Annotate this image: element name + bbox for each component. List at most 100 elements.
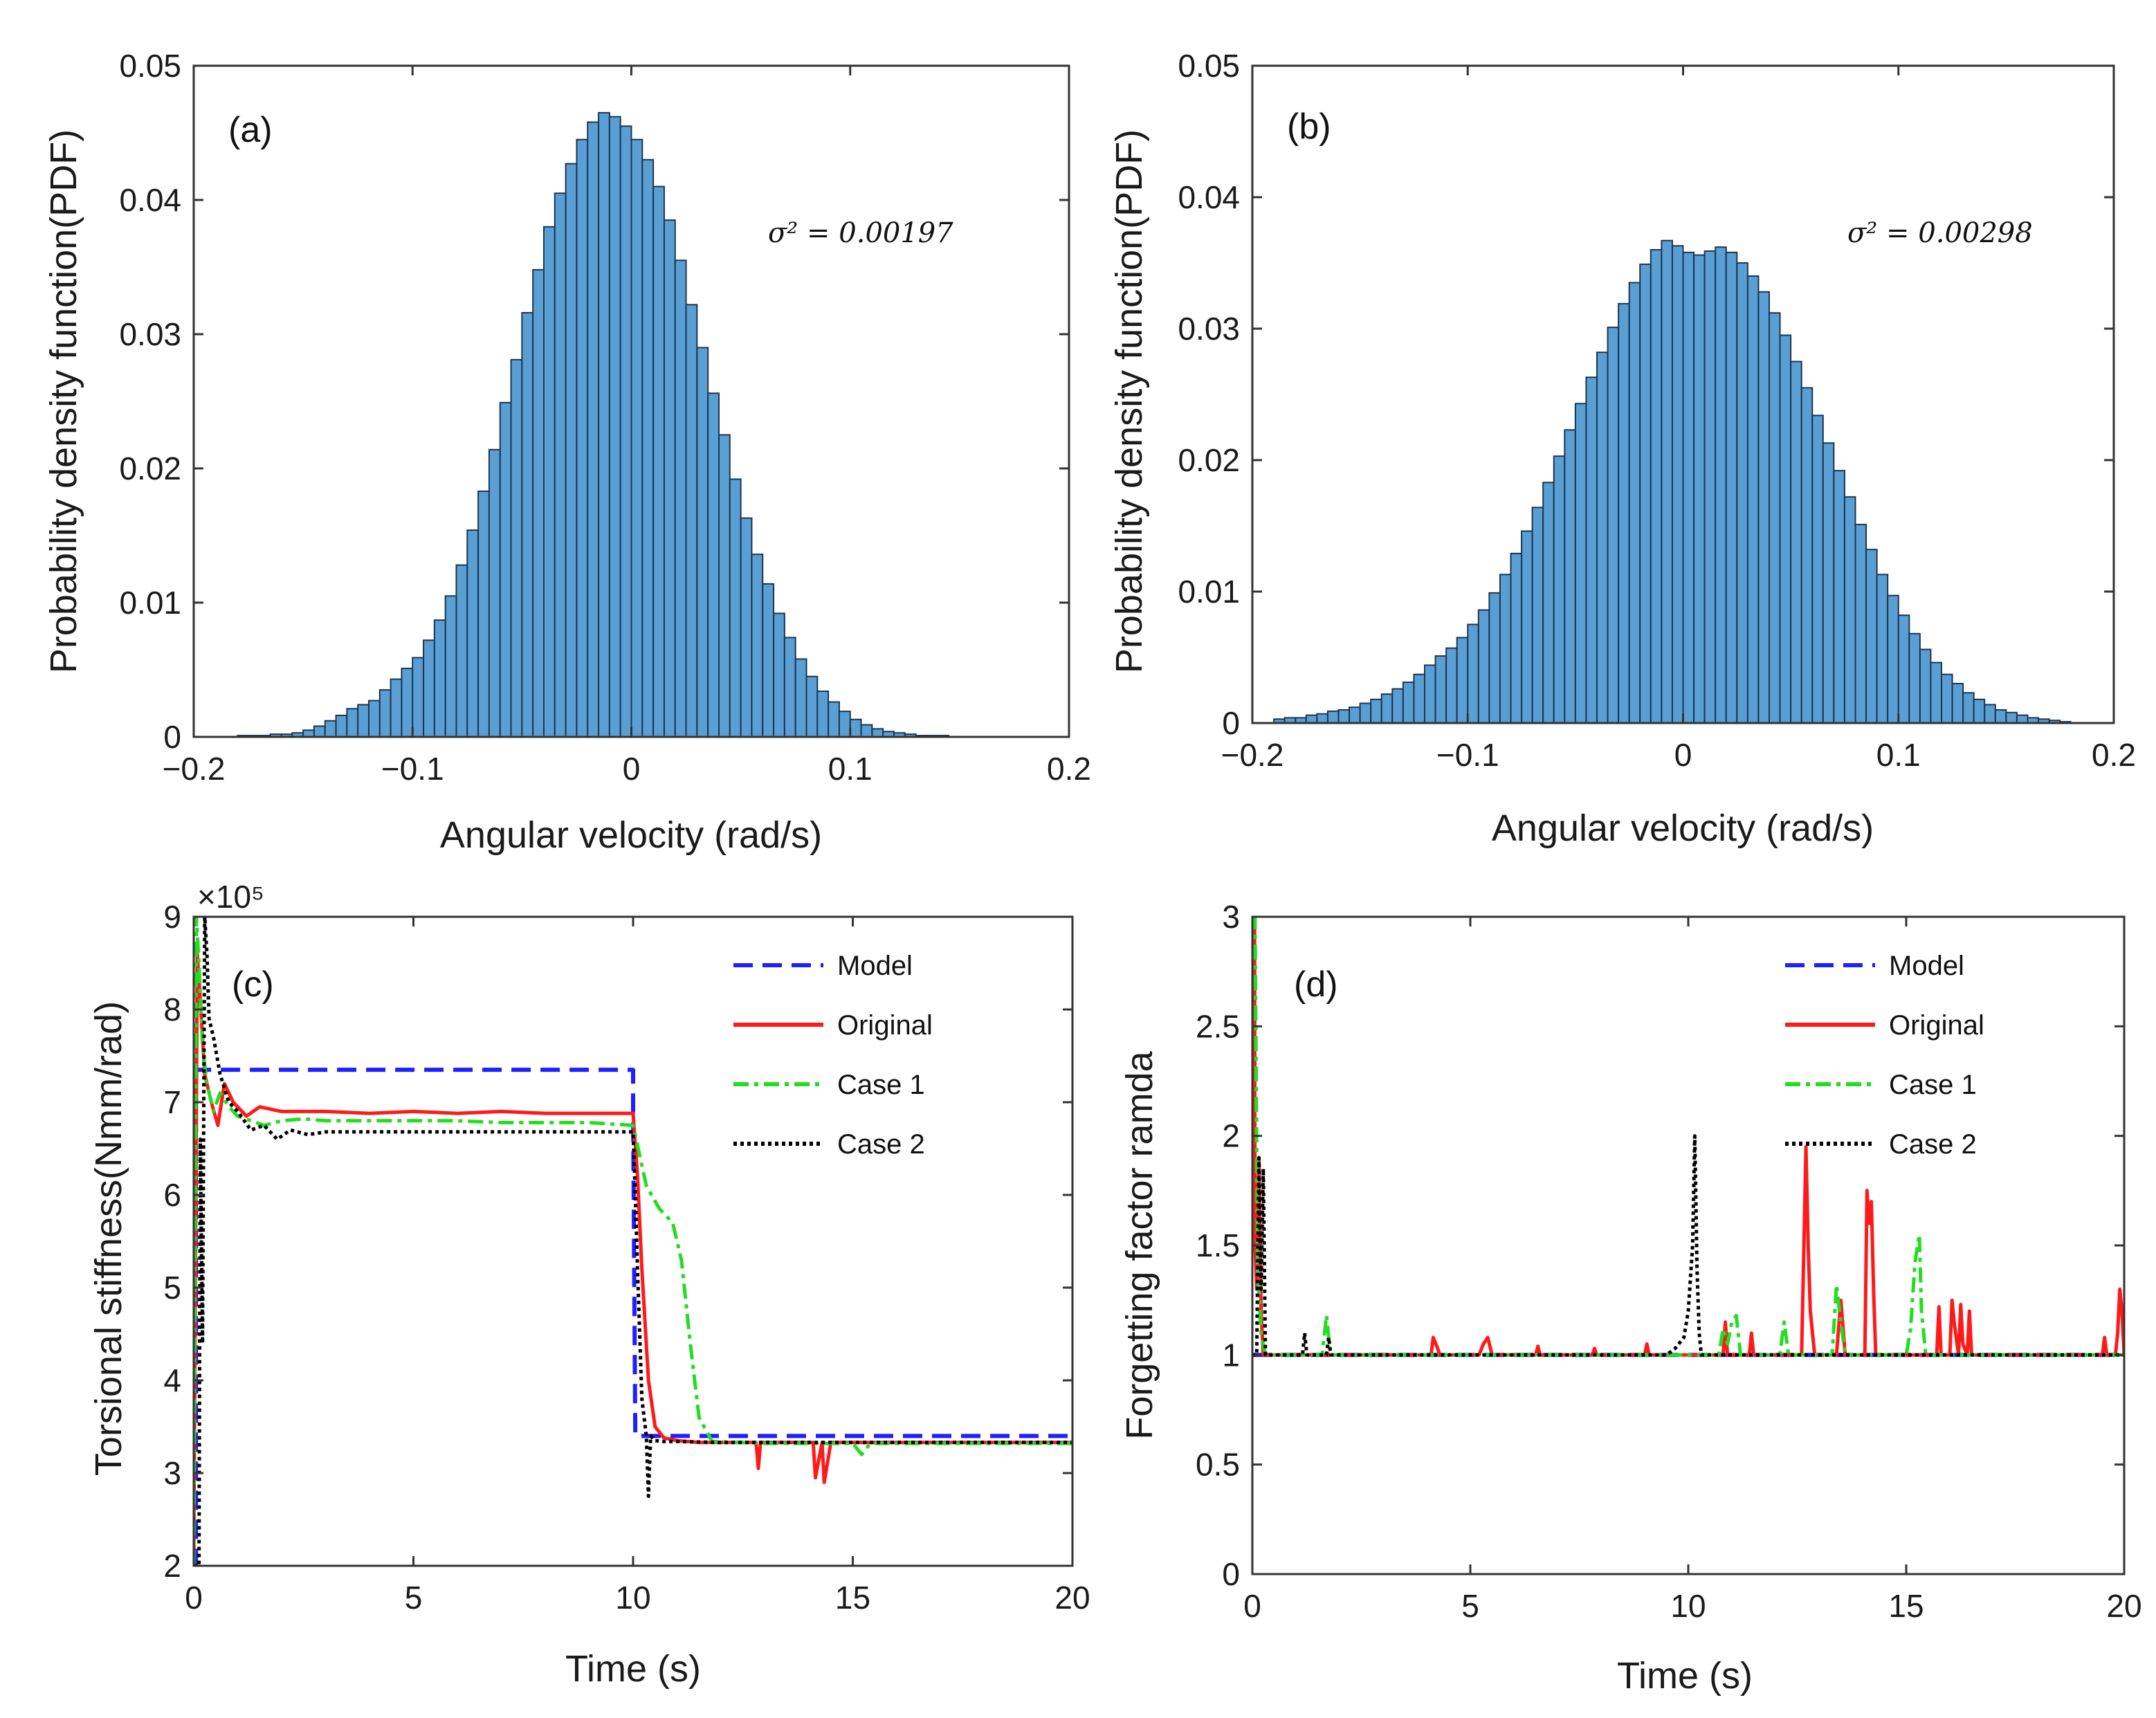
histogram-bar [1434,655,1447,724]
histogram-bar [565,163,578,738]
histogram-bar [1305,714,1318,724]
histogram-bar [1650,249,1663,724]
legend-label: Case 2 [1889,1129,1977,1160]
histogram-bar [838,711,851,738]
x-tick-label: 10 [1670,1588,1706,1624]
histogram-bar [477,490,490,738]
histogram-bar [1703,250,1717,724]
x-tick-label: −0.1 [1436,737,1499,773]
histogram-bar [663,219,676,738]
histogram-bar [1811,414,1824,724]
y-tick-label: 4 [163,1362,181,1398]
panel-b-label: (b) [1287,107,1331,147]
histogram-bar [1779,334,1792,724]
histogram-bar [1843,496,1856,724]
histogram-bar [433,619,446,738]
histogram-bar [696,347,709,738]
histogram-bar [1574,403,1587,724]
histogram-bar [1908,632,1921,724]
y-tick-label: 0.03 [119,316,181,352]
histogram-bar [1359,702,1372,724]
x-tick-label: 0.2 [2092,737,2136,773]
histogram-bar [1865,549,1878,724]
y-tick-label: 0.01 [119,585,181,621]
x-tick-label: 15 [1888,1588,1924,1624]
histogram-bar [1521,530,1533,724]
x-tick-label: 5 [405,1580,423,1616]
histogram-bar [1445,647,1458,724]
histogram-bar [1919,648,1932,724]
panel-d-ticks: 0 5 10 15 20 0 0.5 1 1.5 2 2.5 3 [1196,899,2142,1624]
histogram-bar [1349,706,1361,724]
x-tick-label: 0.2 [1047,751,1091,787]
histogram-bar [510,358,523,738]
panel-a-xlabel: Angular velocity (rad/s) [440,814,822,856]
histogram-bar [1639,263,1652,724]
y-tick-label: 0.02 [119,450,181,486]
histogram-bar [1854,524,1867,724]
histogram-bar [871,728,884,738]
histogram-bar [1736,262,1748,724]
histogram-bar [1510,552,1523,724]
histogram-bar [1316,713,1328,724]
histogram-bar [2016,714,2029,724]
histogram-bar [1769,312,1781,724]
histogram-bar [1973,698,1986,724]
y-tick-label: 3 [1222,899,1240,935]
legend-label: Case 1 [837,1070,925,1100]
series-line-case-1 [1252,917,2124,1357]
x-tick-label: 0 [623,751,641,787]
x-tick-label: 15 [835,1580,870,1616]
panel-b-bars [1273,239,2072,724]
histogram-bar [685,304,698,738]
panel-a-histogram: −0.2 −0.1 0 0.1 0.2 0 0.01 0.02 0.03 0.04 0.05 (a)… [43,48,1091,856]
histogram-bar [740,517,753,738]
histogram-bar [1962,692,1975,724]
histogram-bar [762,583,775,738]
y-tick-label: 0.5 [1196,1447,1240,1483]
histogram-bar [1951,683,1964,724]
series-line-original [194,952,1072,1566]
histogram-bar [1585,376,1598,724]
panel-a-ylabel: Probability density function(PDF) [43,129,84,673]
histogram-bar [1671,245,1684,724]
histogram-bar [1822,442,1835,724]
histogram-bar [587,121,600,738]
histogram-bar [805,675,819,738]
legend-label: Model [1889,951,1964,981]
histogram-bar [1984,704,1996,724]
histogram-bar [1326,710,1340,724]
histogram-bar [1897,614,1910,724]
histogram-bar [1994,709,2007,724]
histogram-bar [378,689,392,738]
y-tick-label: 1 [1222,1337,1240,1373]
histogram-bar [488,448,501,738]
panel-c-ticks: 0 5 10 15 20 2 3 4 5 6 7 8 9 [163,899,1090,1616]
y-tick-label: 0 [1222,1556,1240,1592]
panel-b-histogram: −0.2 −0.1 0 0.1 0.2 0 0.01 0.02 0.03 0.04 0.05 (b)… [1108,48,2136,849]
panel-d-legend: Model Original Case 1 Case 2 [1785,951,1984,1160]
x-tick-label: 0 [1674,737,1692,773]
histogram-bar [1380,693,1394,724]
histogram-bar [1424,664,1436,724]
histogram-bar [521,311,534,738]
histogram-bar [619,125,632,738]
y-tick-label: 0 [1222,705,1240,741]
histogram-bar [466,529,479,738]
histogram-bar [860,724,873,738]
histogram-bar [1661,239,1673,724]
x-tick-label: 0.1 [1876,737,1921,773]
histogram-bar [499,401,512,738]
histogram-bar [1564,429,1576,724]
series-line-case-1 [194,917,1072,1566]
y-tick-label: 9 [163,899,181,935]
legend-label: Model [837,951,913,981]
y-tick-label: 0.03 [1178,311,1240,347]
histogram-bar [1693,254,1706,724]
histogram-bar [368,700,381,738]
histogram-bar [412,657,425,738]
histogram-bar [598,111,610,738]
histogram-bar [783,637,796,738]
y-tick-label: 0.05 [1178,48,1240,84]
